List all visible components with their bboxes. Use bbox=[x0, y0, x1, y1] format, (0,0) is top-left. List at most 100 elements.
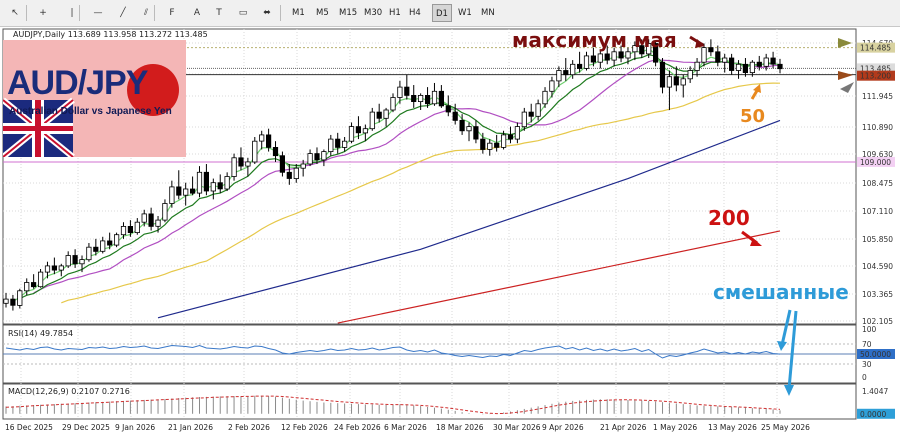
candle-bear bbox=[590, 55, 597, 63]
candle-bear bbox=[176, 186, 182, 196]
candle-bull bbox=[3, 298, 9, 304]
mixed-arrow-rsi bbox=[780, 309, 792, 346]
level-109-price-tag: 109.000 bbox=[860, 158, 891, 167]
candle-bear bbox=[93, 246, 99, 252]
price-tick-label: 107.110 bbox=[862, 207, 893, 216]
candle-bull bbox=[397, 86, 403, 98]
toolbar-separator bbox=[79, 5, 80, 21]
resistance-price-tag-bg bbox=[857, 42, 895, 53]
candle-bull bbox=[65, 255, 71, 267]
vertical-line-icon[interactable]: | bbox=[70, 8, 74, 18]
candle-bear bbox=[445, 105, 451, 113]
macd-top-tick: 1.4047 bbox=[862, 387, 888, 396]
candle-bull bbox=[224, 176, 230, 190]
rsi-line bbox=[5, 344, 781, 359]
candle-bear bbox=[604, 53, 610, 61]
japan-sun-icon bbox=[127, 64, 179, 116]
level-109-price-tag-bg bbox=[857, 156, 895, 167]
timeframe-d1-button[interactable]: D1 bbox=[432, 4, 452, 22]
macd-value-tag: 0.0000 bbox=[860, 410, 886, 419]
candle-bear bbox=[777, 63, 783, 70]
candle-bear bbox=[770, 57, 776, 65]
resistance-arrow-icon bbox=[838, 38, 852, 48]
time-axis: 16 Dec 2025 29 Dec 2025 9 Jan 2026 21 Jan 2… bbox=[5, 423, 810, 432]
candle-bull bbox=[79, 259, 85, 265]
candle-bear bbox=[10, 298, 16, 306]
ma200-arrowhead bbox=[750, 238, 762, 246]
rsi-tick-label: 0 bbox=[862, 373, 867, 382]
candle-bull bbox=[500, 134, 507, 148]
macd-pane-border bbox=[2, 383, 857, 420]
candle-bear bbox=[335, 138, 341, 148]
candle-bull bbox=[417, 95, 424, 103]
price-tick-label: 108.475 bbox=[862, 179, 893, 188]
chart-toolbar: ↖ + | — ╱ ⫽ F A T ▭ ⬌ M1 M5 M15 M30 H1 H4 D1 W1 MN bbox=[0, 0, 900, 27]
candle-bull bbox=[570, 63, 576, 76]
date-tick-label: 30 Mar 2026 bbox=[493, 423, 541, 432]
horizontal-line-icon[interactable]: — bbox=[93, 8, 103, 18]
candle-bull bbox=[300, 163, 306, 169]
candle-bear bbox=[404, 86, 410, 96]
timeframe-m15-button[interactable]: M15 bbox=[339, 8, 358, 18]
candle-bear bbox=[203, 171, 209, 192]
candle-bear bbox=[265, 134, 272, 148]
date-tick-label: 13 May 2026 bbox=[708, 423, 757, 432]
date-tick-label: 29 Dec 2025 bbox=[62, 423, 110, 432]
candle-bull bbox=[694, 61, 700, 71]
candle-bull bbox=[514, 126, 521, 140]
candle-bear bbox=[51, 265, 58, 271]
candle-bull bbox=[431, 90, 438, 105]
candle-bull bbox=[38, 271, 44, 288]
arrows-icon[interactable]: ⬌ bbox=[263, 8, 271, 18]
label-icon[interactable]: T bbox=[216, 8, 222, 18]
candle-bull bbox=[487, 142, 493, 150]
channel-icon[interactable]: ⫽ bbox=[143, 8, 148, 18]
flag-cross bbox=[3, 126, 73, 131]
candle-bull bbox=[120, 225, 127, 236]
candle-bear bbox=[494, 142, 500, 148]
timeframe-m5-button[interactable]: M5 bbox=[316, 8, 329, 18]
timeframe-m30-button[interactable]: M30 bbox=[364, 8, 383, 18]
may-high-annotation: максимум мая bbox=[512, 28, 677, 52]
candle-bull bbox=[556, 70, 562, 82]
date-tick-label: 12 Feb 2026 bbox=[281, 423, 328, 432]
current-price-tag: 113.485 bbox=[860, 64, 891, 73]
support-price-tag: 113.200 bbox=[860, 72, 891, 81]
text-icon[interactable]: A bbox=[193, 8, 201, 18]
crosshair-icon[interactable]: + bbox=[39, 8, 47, 18]
fibonacci-icon[interactable]: F bbox=[169, 8, 175, 18]
timeframe-m1-button[interactable]: M1 bbox=[292, 8, 305, 18]
candle-bear bbox=[279, 155, 286, 173]
cursor-icon[interactable]: ↖ bbox=[11, 8, 19, 18]
price-axis: 114.670111.945110.890109.630108.475107.1… bbox=[857, 39, 895, 326]
candle-bear bbox=[756, 61, 762, 67]
date-tick-label: 16 Dec 2025 bbox=[5, 423, 53, 432]
candle-bull bbox=[245, 161, 251, 167]
candles bbox=[3, 39, 783, 311]
candle-bull bbox=[646, 43, 652, 55]
timeframe-mn-button[interactable]: MN bbox=[481, 8, 495, 18]
candle-bear bbox=[708, 47, 714, 53]
timeframe-h4-button[interactable]: H4 bbox=[409, 8, 421, 18]
candle-bull bbox=[535, 103, 541, 117]
shapes-icon[interactable]: ▭ bbox=[238, 8, 248, 18]
ohlc-values: 113.689 113.958 113.272 113.485 bbox=[68, 30, 208, 39]
timeframe-w1-button[interactable]: W1 bbox=[458, 8, 472, 18]
candle-bull bbox=[362, 128, 369, 134]
rsi-label: RSI(14) 49.7854 bbox=[8, 329, 73, 338]
candle-bear bbox=[715, 51, 721, 63]
trendline-icon[interactable]: ╱ bbox=[120, 8, 126, 18]
currency-pair-logo: AUD/JPY Australian Dollar vs Japanese Ye… bbox=[3, 40, 186, 157]
candle-bear bbox=[424, 95, 431, 105]
mixed-arrowhead-macd bbox=[784, 385, 794, 396]
candle-bull bbox=[680, 78, 686, 86]
rsi-indicator: 100 70 30 0 50.0000 bbox=[3, 325, 895, 382]
candle-bull bbox=[583, 55, 590, 69]
ma100-line bbox=[157, 119, 781, 319]
candle-bear bbox=[148, 213, 154, 227]
candle-bull bbox=[183, 188, 189, 196]
candle-bull bbox=[687, 70, 693, 80]
price-tick-label: 103.365 bbox=[862, 290, 893, 299]
candle-bull bbox=[369, 111, 375, 130]
timeframe-h1-button[interactable]: H1 bbox=[389, 8, 401, 18]
